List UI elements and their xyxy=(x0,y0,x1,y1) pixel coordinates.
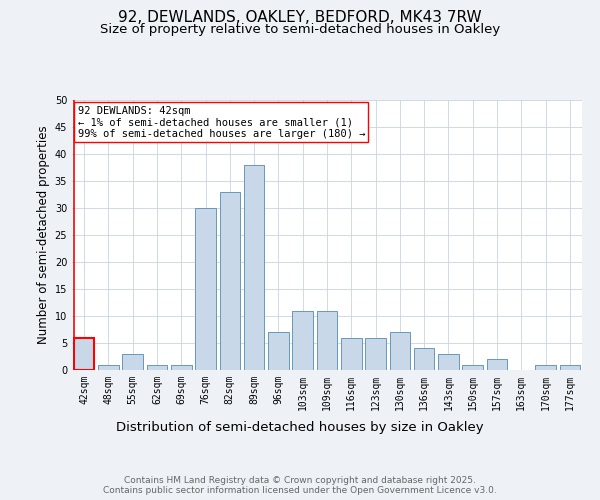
Text: 92 DEWLANDS: 42sqm
← 1% of semi-detached houses are smaller (1)
99% of semi-deta: 92 DEWLANDS: 42sqm ← 1% of semi-detached… xyxy=(77,106,365,139)
Text: Contains HM Land Registry data © Crown copyright and database right 2025.
Contai: Contains HM Land Registry data © Crown c… xyxy=(103,476,497,495)
Y-axis label: Number of semi-detached properties: Number of semi-detached properties xyxy=(37,126,50,344)
Bar xyxy=(389,332,410,370)
Bar xyxy=(122,354,143,370)
Text: Size of property relative to semi-detached houses in Oakley: Size of property relative to semi-detach… xyxy=(100,22,500,36)
Bar xyxy=(414,348,434,370)
Bar xyxy=(365,338,386,370)
Bar xyxy=(98,364,119,370)
Bar xyxy=(244,165,265,370)
Bar xyxy=(341,338,362,370)
Bar xyxy=(560,364,580,370)
Bar xyxy=(317,310,337,370)
Bar xyxy=(292,310,313,370)
Bar xyxy=(463,364,483,370)
Text: Distribution of semi-detached houses by size in Oakley: Distribution of semi-detached houses by … xyxy=(116,421,484,434)
Bar xyxy=(268,332,289,370)
Bar xyxy=(146,364,167,370)
Bar xyxy=(74,338,94,370)
Text: 92, DEWLANDS, OAKLEY, BEDFORD, MK43 7RW: 92, DEWLANDS, OAKLEY, BEDFORD, MK43 7RW xyxy=(118,10,482,25)
Bar xyxy=(171,364,191,370)
Bar xyxy=(535,364,556,370)
Bar xyxy=(220,192,240,370)
Bar xyxy=(438,354,459,370)
Bar xyxy=(195,208,216,370)
Bar xyxy=(487,359,508,370)
